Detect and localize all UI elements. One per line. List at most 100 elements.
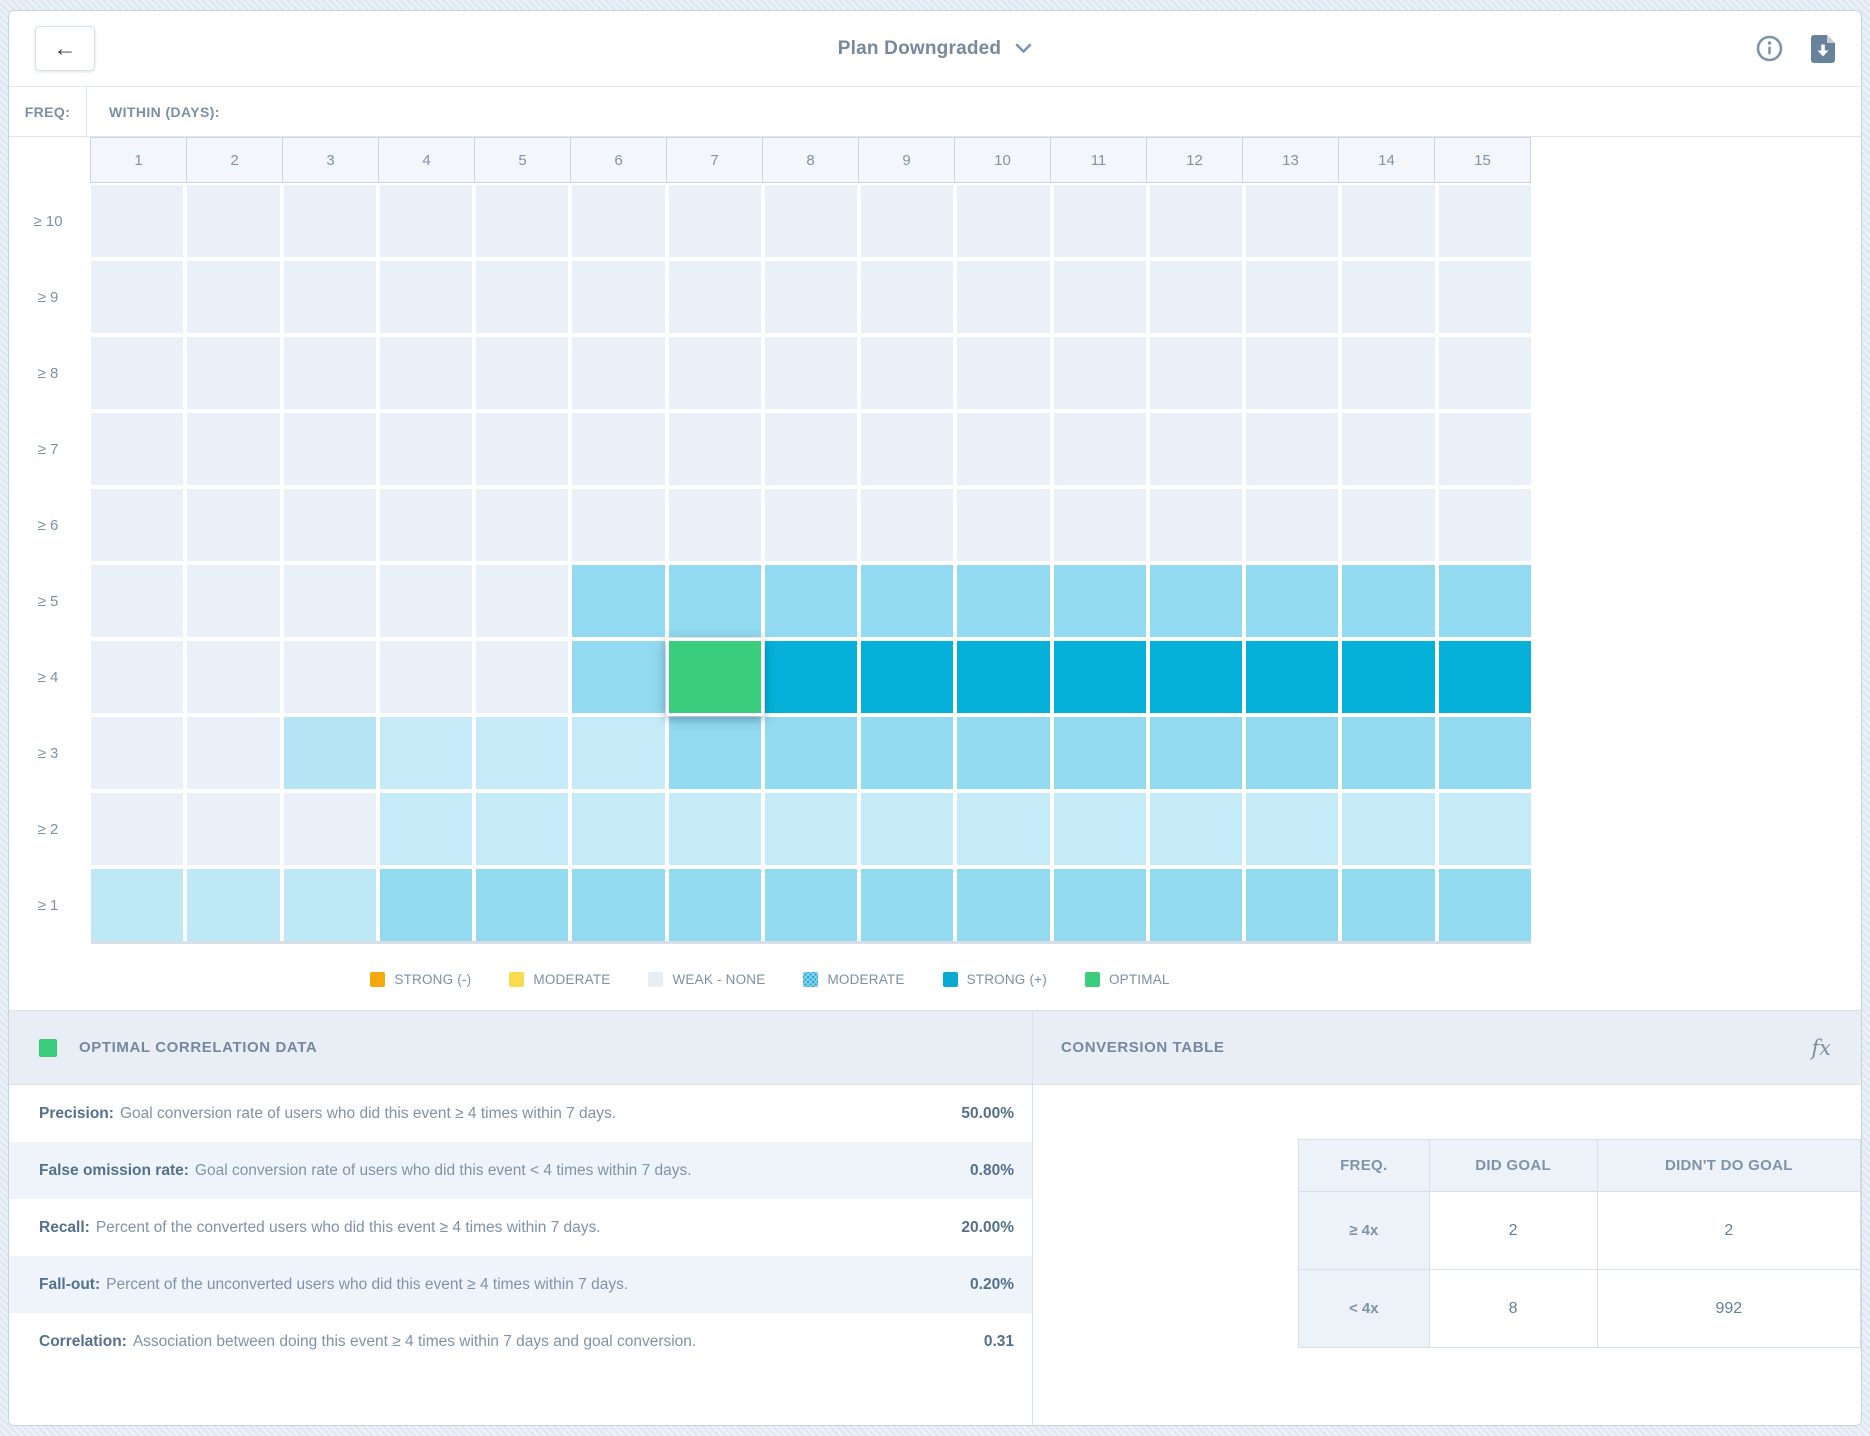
heatmap-cell[interactable] [1149,793,1243,865]
heatmap-cell[interactable] [476,413,569,485]
heatmap-cell[interactable] [957,565,1050,637]
heatmap-cell[interactable] [1438,565,1531,637]
heatmap-cell[interactable] [957,793,1050,865]
heatmap-cell[interactable] [764,489,858,561]
heatmap-cell[interactable] [91,869,184,941]
heatmap-cell[interactable] [379,337,473,409]
heatmap-cell[interactable] [572,869,665,941]
heatmap-cell[interactable] [187,261,280,333]
heatmap-cell[interactable] [187,489,280,561]
heatmap-cell[interactable] [283,185,376,257]
heatmap-cell[interactable] [957,869,1050,941]
heatmap-cell[interactable] [283,869,376,941]
heatmap-cell[interactable] [1438,869,1531,941]
heatmap-cell[interactable] [1438,261,1531,333]
download-report-icon[interactable] [1811,34,1835,63]
heatmap-cell[interactable] [668,489,761,561]
heatmap-cell[interactable] [1246,489,1339,561]
heatmap-cell[interactable] [957,185,1050,257]
heatmap-cell[interactable] [1053,717,1146,789]
heatmap-cell[interactable] [283,261,376,333]
heatmap-cell[interactable] [764,565,858,637]
heatmap-cell[interactable] [668,413,761,485]
heatmap-cell[interactable] [1246,869,1339,941]
heatmap-cell[interactable] [572,793,665,865]
heatmap-cell[interactable] [476,337,569,409]
heatmap-cell[interactable] [861,337,954,409]
heatmap-cell[interactable] [283,565,376,637]
heatmap-cell[interactable] [379,793,473,865]
heatmap-cell[interactable] [1246,337,1339,409]
heatmap-cell[interactable] [1149,869,1243,941]
heatmap-cell[interactable] [861,413,954,485]
heatmap-cell[interactable] [764,641,858,713]
heatmap-cell[interactable] [668,261,761,333]
heatmap-cell[interactable] [957,261,1050,333]
heatmap-cell[interactable] [1053,793,1146,865]
heatmap-cell[interactable] [1438,337,1531,409]
heatmap-cell[interactable] [379,413,473,485]
info-icon[interactable] [1756,35,1783,62]
heatmap-cell[interactable] [957,717,1050,789]
heatmap-cell[interactable] [379,489,473,561]
heatmap-cell[interactable] [476,261,569,333]
heatmap-cell[interactable] [283,641,376,713]
heatmap-cell[interactable] [91,717,184,789]
heatmap-cell[interactable] [572,185,665,257]
heatmap-cell[interactable] [1342,565,1435,637]
heatmap-cell[interactable] [379,185,473,257]
heatmap-cell[interactable] [283,489,376,561]
heatmap-cell[interactable] [1053,869,1146,941]
heatmap-cell[interactable] [476,489,569,561]
heatmap-cell[interactable] [1438,489,1531,561]
heatmap-cell[interactable] [764,261,858,333]
heatmap-cell[interactable] [379,869,473,941]
heatmap-cell[interactable] [668,793,761,865]
heatmap-cell[interactable] [668,565,761,637]
heatmap-cell[interactable] [861,489,954,561]
heatmap-cell[interactable] [572,717,665,789]
heatmap-cell[interactable] [1246,261,1339,333]
heatmap-cell[interactable] [764,869,858,941]
heatmap-cell[interactable] [1053,261,1146,333]
heatmap-cell[interactable] [957,413,1050,485]
event-selector[interactable]: Plan Downgraded [838,38,1032,60]
heatmap-cell[interactable] [1438,641,1531,713]
heatmap-cell[interactable] [187,185,280,257]
heatmap-cell[interactable] [1149,413,1243,485]
heatmap-cell[interactable] [1438,793,1531,865]
heatmap-cell[interactable] [668,717,761,789]
heatmap-cell[interactable] [1246,793,1339,865]
heatmap-cell[interactable] [957,337,1050,409]
heatmap-cell[interactable] [1149,717,1243,789]
heatmap-cell[interactable] [1053,413,1146,485]
heatmap-cell[interactable] [91,337,184,409]
heatmap-cell[interactable] [379,261,473,333]
heatmap-cell[interactable] [1053,185,1146,257]
heatmap-cell[interactable] [861,717,954,789]
heatmap-cell[interactable] [476,793,569,865]
heatmap-cell[interactable] [572,261,665,333]
heatmap-cell[interactable] [1246,717,1339,789]
heatmap-cell[interactable] [1342,185,1435,257]
heatmap-cell[interactable] [187,413,280,485]
heatmap-cell[interactable] [764,793,858,865]
heatmap-cell[interactable] [91,489,184,561]
heatmap-cell[interactable] [1149,185,1243,257]
heatmap-cell[interactable] [572,641,665,713]
heatmap-cell[interactable] [957,641,1050,713]
formula-fx-icon[interactable]: fx [1811,1035,1831,1060]
heatmap-cell[interactable] [861,565,954,637]
heatmap-cell[interactable] [476,717,569,789]
heatmap-cell[interactable] [1053,337,1146,409]
heatmap-cell[interactable] [1053,641,1146,713]
heatmap-cell[interactable] [957,489,1050,561]
heatmap-cell[interactable] [1246,565,1339,637]
heatmap-cell[interactable] [861,641,954,713]
heatmap-cell[interactable] [187,793,280,865]
heatmap-cell[interactable] [283,717,376,789]
heatmap-cell[interactable] [283,413,376,485]
heatmap-cell[interactable] [379,565,473,637]
heatmap-cell[interactable] [668,869,761,941]
heatmap-cell[interactable] [861,185,954,257]
